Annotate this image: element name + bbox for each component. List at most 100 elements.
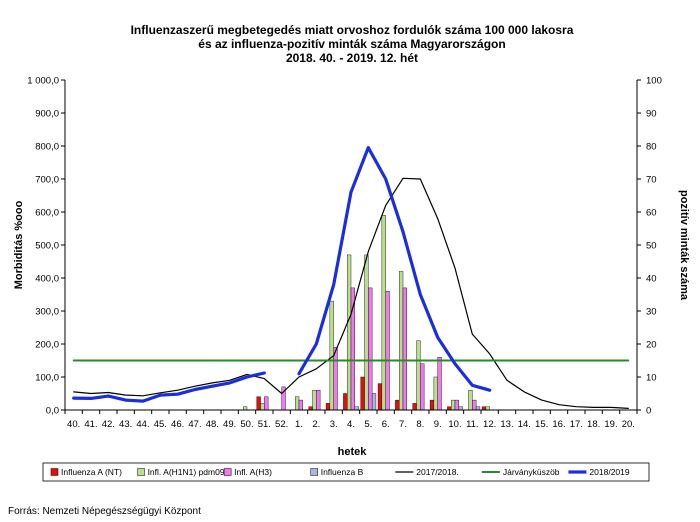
x-tick-label: 11. <box>466 419 479 430</box>
legend-label: 2017/2018. <box>416 467 459 477</box>
y-right-tick-label: 60 <box>646 208 657 219</box>
x-tick-label: 5. <box>364 419 372 430</box>
y-left-tick-label: 0,0 <box>46 406 59 417</box>
y-right-tick-label: 20 <box>646 340 657 351</box>
x-tick-label: 51. <box>258 419 271 430</box>
y-left-tick-label: 1 000,0 <box>27 76 59 87</box>
x-tick-label: 19. <box>604 419 617 430</box>
x-tick-label: 42. <box>102 419 115 430</box>
y-right-tick-label: 40 <box>646 274 657 285</box>
y-right-tick-label: 10 <box>646 373 657 384</box>
bar <box>295 396 300 411</box>
x-tick-label: 4. <box>347 419 355 430</box>
x-tick-label: 44. <box>136 419 149 430</box>
series-line <box>72 146 492 403</box>
bar <box>364 254 369 411</box>
x-tick-label: 9. <box>434 419 442 430</box>
y-axis-right-label: pozitív minták száma <box>678 190 690 301</box>
x-tick-label: 6. <box>382 419 390 430</box>
bar <box>312 390 317 411</box>
x-tick-label: 15. <box>535 419 548 430</box>
x-tick-label: 41. <box>84 419 97 430</box>
bar <box>343 393 348 411</box>
lines-group <box>72 146 630 409</box>
y-right-tick-label: 30 <box>646 307 657 318</box>
x-tick-label: 50. <box>240 419 253 430</box>
legend-label: 2018/2019 <box>589 467 629 477</box>
bar <box>377 383 383 411</box>
bar <box>360 376 365 411</box>
y-axis-left-label: Morbiditás %ooo <box>13 200 25 289</box>
x-tick-label: 7. <box>399 419 407 430</box>
bar <box>264 396 269 411</box>
x-tick-label: 16. <box>552 419 565 430</box>
legend-label: Járványküszöb <box>503 467 560 477</box>
source-note: Forrás: Nemzeti Népegészségügyi Központ <box>8 506 201 517</box>
y-left-tick-label: 600,0 <box>35 208 59 219</box>
bar <box>451 399 456 411</box>
y-right-tick-label: 80 <box>646 142 657 153</box>
bar <box>385 291 390 411</box>
axes-group: 0,0 100,0 200,0 300,0 400,0 500,0 600,0 700,0 80… <box>27 76 662 431</box>
y-right-tick-label: 70 <box>646 175 657 186</box>
x-tick-label: 3. <box>330 419 338 430</box>
legend-label: Infl. A(H1N1) pdm09 <box>148 467 225 477</box>
bar <box>256 396 261 411</box>
bar <box>429 399 435 411</box>
x-tick-label: 48. <box>206 419 219 430</box>
x-tick-label: 17. <box>570 419 583 430</box>
x-tick-label: 40. <box>67 419 80 430</box>
bar <box>412 403 417 411</box>
bar <box>298 399 303 411</box>
x-tick-label: 2. <box>312 419 320 430</box>
chart-title-line-3: 2018. 40. - 2019. 12. hét <box>286 51 418 65</box>
series-line <box>73 177 629 409</box>
x-tick-label: 10. <box>448 419 461 430</box>
x-tick-label: 45. <box>154 419 167 430</box>
y-left-tick-label: 400,0 <box>35 274 59 285</box>
x-tick-label: 52. <box>275 419 288 430</box>
bar <box>325 403 331 411</box>
bar <box>416 340 421 411</box>
x-tick-label: 13. <box>500 419 513 430</box>
y-left-tick-label: 800,0 <box>35 142 59 153</box>
x-tick-label: 18. <box>587 419 600 430</box>
legend-label: Influenza B <box>321 467 364 477</box>
x-tick-label: 46. <box>171 419 184 430</box>
legend-swatch <box>223 468 232 476</box>
bar <box>420 363 425 411</box>
x-tick-label: 49. <box>223 419 236 430</box>
bar <box>260 403 265 411</box>
y-right-tick-label: 100 <box>646 76 662 87</box>
bar <box>371 393 377 411</box>
y-left-tick-label: 100,0 <box>35 373 59 384</box>
y-left-tick-label: 900,0 <box>35 109 59 120</box>
bar <box>347 254 352 411</box>
bar <box>368 287 373 411</box>
y-left-tick-label: 300,0 <box>35 307 59 318</box>
bar <box>468 390 473 411</box>
legend: Influenza A (NT) Infl. A(H1N1) pdm09 Infl.… <box>42 462 650 482</box>
bars-group <box>242 215 490 411</box>
bar <box>381 215 386 411</box>
bar <box>395 399 400 411</box>
bar <box>316 390 321 411</box>
x-tick-label: 12. <box>483 419 496 430</box>
legend-swatch <box>310 468 318 476</box>
bar <box>399 271 404 411</box>
x-tick-label: 47. <box>188 419 201 430</box>
y-right-tick-label: 90 <box>646 109 657 120</box>
y-left-tick-label: 700,0 <box>35 175 59 186</box>
bar <box>437 357 442 411</box>
x-tick-label: 8. <box>416 419 424 430</box>
y-right-tick-label: 0 <box>646 406 651 417</box>
legend-label: Infl. A(H3) <box>234 467 272 477</box>
legend-swatch <box>137 468 145 476</box>
bar <box>433 376 438 411</box>
bar <box>333 347 338 411</box>
x-tick-label: 43. <box>119 419 132 430</box>
y-left-tick-label: 500,0 <box>35 241 59 252</box>
x-tick-label: 20. <box>622 419 635 430</box>
x-tick-label: 1. <box>295 419 303 430</box>
